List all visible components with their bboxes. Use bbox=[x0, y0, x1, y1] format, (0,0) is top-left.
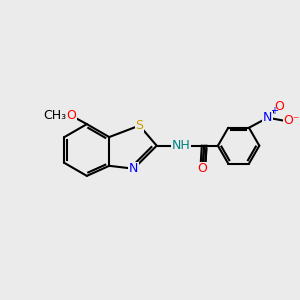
Text: +: + bbox=[270, 106, 278, 116]
Text: N: N bbox=[129, 162, 138, 175]
Text: CH₃: CH₃ bbox=[44, 109, 67, 122]
Text: O: O bbox=[198, 162, 208, 175]
Text: O⁻: O⁻ bbox=[284, 114, 300, 127]
Text: S: S bbox=[135, 119, 143, 132]
Text: N: N bbox=[263, 111, 272, 124]
Text: NH: NH bbox=[172, 139, 190, 152]
Text: O: O bbox=[274, 100, 284, 113]
Text: O: O bbox=[66, 109, 76, 122]
